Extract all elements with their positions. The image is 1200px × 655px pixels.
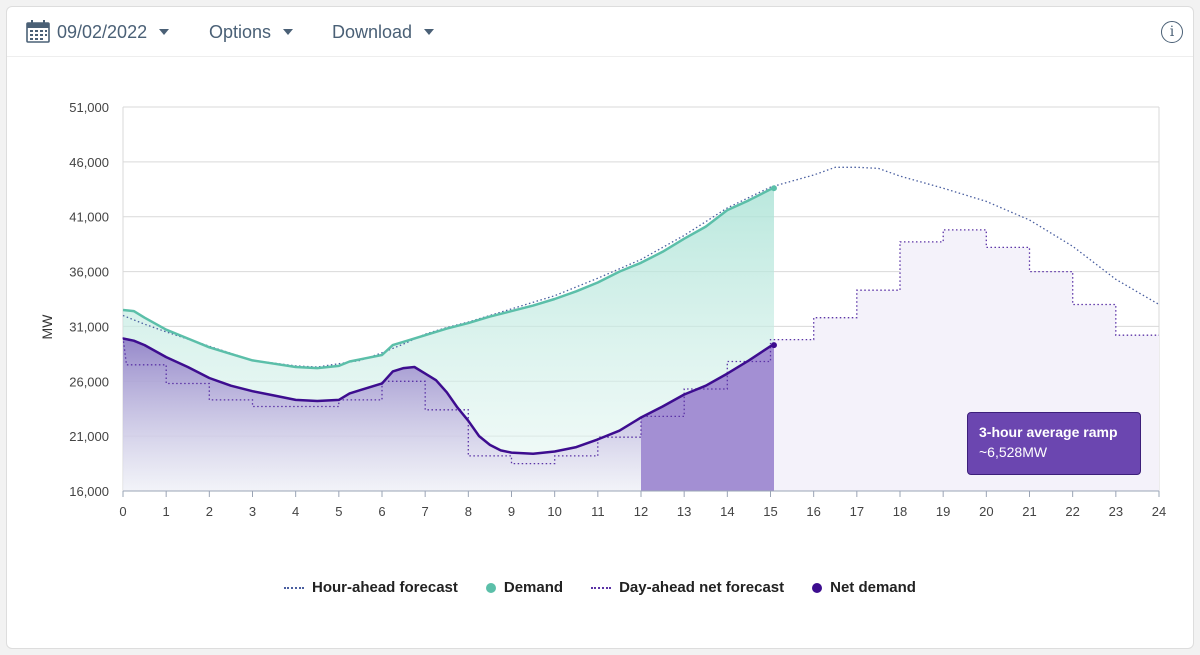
x-tick-label: 18 [893, 504, 907, 519]
chart-axes: 16,000 21,000 26,000 31,000 36,000 41,000 46,0… [69, 100, 1166, 519]
options-dropdown[interactable]: Options [209, 19, 294, 45]
dot-icon [485, 582, 496, 593]
x-tick-label: 1 [163, 504, 170, 519]
x-tick-label: 16 [806, 504, 820, 519]
x-tick-label: 7 [422, 504, 429, 519]
legend-label: Day-ahead net forecast [619, 579, 785, 596]
y-tick-label: 36,000 [69, 265, 109, 280]
x-tick-label: 6 [378, 504, 385, 519]
net-demand-end-point [770, 342, 777, 349]
legend-label: Demand [503, 579, 564, 596]
x-tick-label: 17 [850, 504, 864, 519]
x-tick-label: 0 [119, 504, 126, 519]
ramp-callout: 3-hour average ramp ~6,528MW [967, 412, 1141, 475]
legend-item-demand[interactable]: Demand [485, 579, 564, 596]
x-tick-label: 20 [979, 504, 993, 519]
x-tick-label: 23 [1109, 504, 1123, 519]
calendar-icon [26, 20, 50, 43]
day-ahead-net-forecast-line [122, 229, 1159, 465]
x-tick-label: 11 [591, 504, 605, 519]
download-label: Download [332, 21, 413, 42]
y-tick-label: 31,000 [69, 319, 109, 334]
dotted-line-icon [284, 586, 304, 589]
demand-end-point [770, 185, 777, 192]
x-tick-label: 13 [677, 504, 691, 519]
dot-icon [812, 582, 823, 593]
legend-label: Hour-ahead forecast [312, 579, 458, 596]
ramp-title: 3-hour average ramp [979, 424, 1118, 440]
legend-label: Net demand [830, 579, 916, 596]
y-axis-label: MW [39, 314, 55, 340]
ramp-highlight-area [641, 345, 774, 491]
download-dropdown[interactable]: Download [332, 19, 435, 45]
chevron-down-icon [424, 29, 435, 35]
net-demand-line [122, 337, 775, 455]
chart-toolbar: 09/02/2022 Options Download i [7, 7, 1193, 57]
y-tick-label: 41,000 [69, 210, 109, 225]
net-demand-chart: 16,000 21,000 26,000 31,000 36,000 41,000 46,0… [39, 100, 1166, 519]
x-tick-label: 2 [206, 504, 213, 519]
x-tick-label: 8 [465, 504, 472, 519]
y-tick-label: 46,000 [69, 155, 109, 170]
dotted-line-icon [591, 586, 612, 589]
chart-legend: Hour-ahead forecast Demand Day-ahead net… [7, 579, 1193, 596]
x-tick-label: 3 [249, 504, 256, 519]
x-tick-label: 14 [720, 504, 734, 519]
ramp-value: ~6,528MW [979, 444, 1048, 460]
date-label: 09/02/2022 [57, 21, 148, 42]
x-tick-label: 15 [763, 504, 777, 519]
x-tick-label: 12 [634, 504, 648, 519]
legend-item-net-demand[interactable]: Net demand [812, 579, 916, 596]
chevron-down-icon [283, 29, 294, 35]
y-tick-label: 51,000 [69, 100, 109, 115]
y-tick-label: 26,000 [69, 374, 109, 389]
y-tick-label: 16,000 [69, 484, 109, 499]
net-demand-area [123, 338, 774, 491]
legend-item-day-ahead-net-forecast[interactable]: Day-ahead net forecast [591, 579, 784, 596]
options-label: Options [209, 21, 272, 42]
x-tick-label: 24 [1152, 504, 1166, 519]
chevron-down-icon [159, 29, 170, 35]
x-tick-label: 5 [335, 504, 342, 519]
x-tick-label: 9 [508, 504, 515, 519]
x-tick-label: 10 [547, 504, 561, 519]
x-tick-label: 22 [1065, 504, 1079, 519]
x-tick-label: 4 [292, 504, 299, 519]
demand-line [122, 187, 775, 370]
x-tick-label: 19 [936, 504, 950, 519]
chart-lines [122, 166, 1160, 465]
info-icon[interactable]: i [1161, 21, 1183, 43]
chart-card: 09/02/2022 Options Download i 16,000 21 [6, 6, 1194, 649]
date-picker[interactable]: 09/02/2022 [25, 19, 170, 45]
x-tick-label: 21 [1022, 504, 1036, 519]
y-tick-label: 21,000 [69, 429, 109, 444]
legend-item-hour-ahead-forecast[interactable]: Hour-ahead forecast [284, 579, 458, 596]
